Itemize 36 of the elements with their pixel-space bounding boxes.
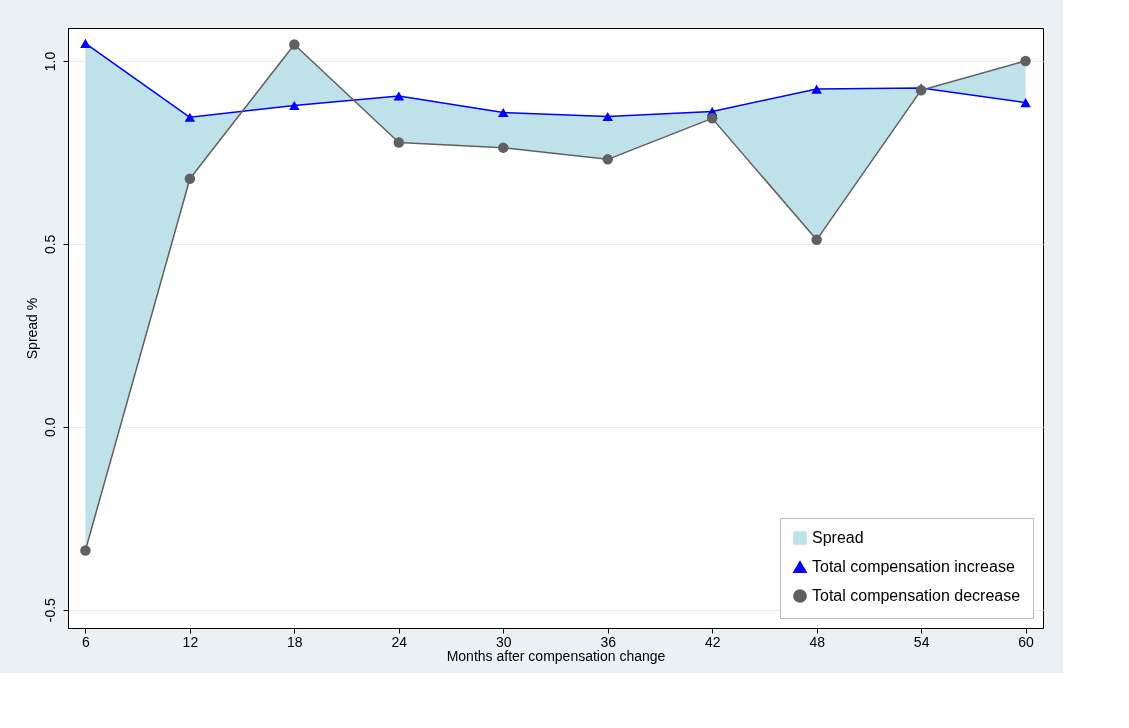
point [289,39,300,50]
y-tick-label: 0.0 [41,417,58,438]
point [289,101,300,111]
point [602,112,613,122]
x-tick-label: 48 [809,633,826,650]
legend-label: Spread [812,529,864,546]
x-tick-label: 24 [391,633,408,650]
point [811,234,822,246]
x-tick-label: 42 [704,633,721,650]
legend-label: Total compensation decrease [812,587,1021,604]
point [602,154,613,165]
y-tick-label: 0.5 [41,234,58,255]
point [706,113,718,124]
x-tick-label: 60 [1018,633,1035,650]
point [498,107,509,118]
x-tick-label: 36 [600,633,617,650]
point [80,38,91,48]
point [811,84,822,94]
point [1020,55,1031,67]
point [1020,98,1031,108]
x-axis-title: Months after compensation change [446,647,666,664]
point [184,112,196,122]
point [80,545,91,556]
legend-label: Total compensation increase [812,558,1015,575]
x-tick-label: 12 [182,633,199,650]
y-axis-title: Spread % [23,297,40,360]
x-tick-label: 18 [287,633,303,650]
point [184,173,196,184]
point [498,142,509,153]
point [393,137,405,148]
y-tick-label: -0.5 [41,597,58,623]
x-tick-label: 30 [495,633,512,650]
x-tick-label: 6 [82,633,91,650]
point [393,91,405,101]
x-tick-label: 54 [913,633,930,650]
y-tick-label: 1.0 [41,51,58,72]
